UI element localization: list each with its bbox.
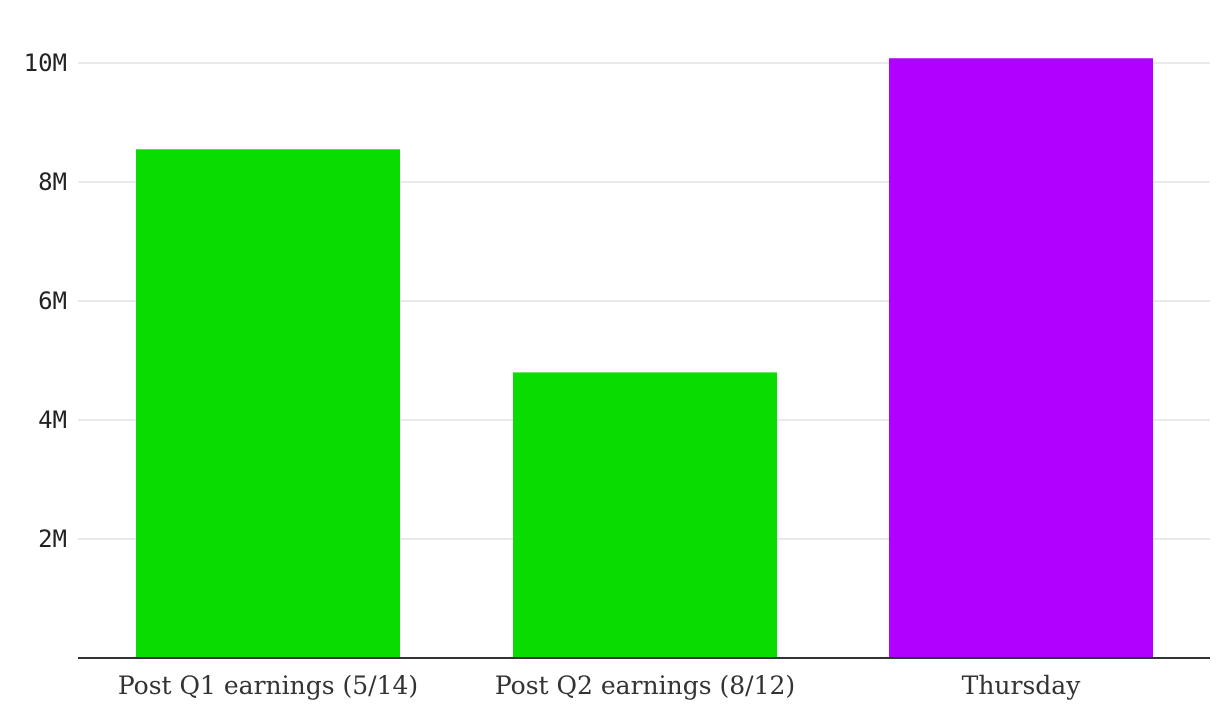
y-tick-label: 8M <box>38 168 67 196</box>
bars <box>136 58 1153 659</box>
bar <box>889 58 1153 659</box>
bar <box>136 149 400 658</box>
x-axis-tick-labels: Post Q1 earnings (5/14) Post Q2 earnings … <box>118 671 1081 700</box>
x-tick-label: Thursday <box>962 671 1082 700</box>
x-tick-label: Post Q1 earnings (5/14) <box>118 671 418 700</box>
y-tick-label: 2M <box>38 525 67 553</box>
y-tick-label: 10M <box>24 49 67 77</box>
y-axis-tick-labels: 2M 4M 6M 8M 10M <box>24 49 67 553</box>
y-tick-label: 4M <box>38 406 67 434</box>
x-tick-label: Post Q2 earnings (8/12) <box>495 671 795 700</box>
bar <box>513 372 777 658</box>
y-tick-label: 6M <box>38 287 67 315</box>
